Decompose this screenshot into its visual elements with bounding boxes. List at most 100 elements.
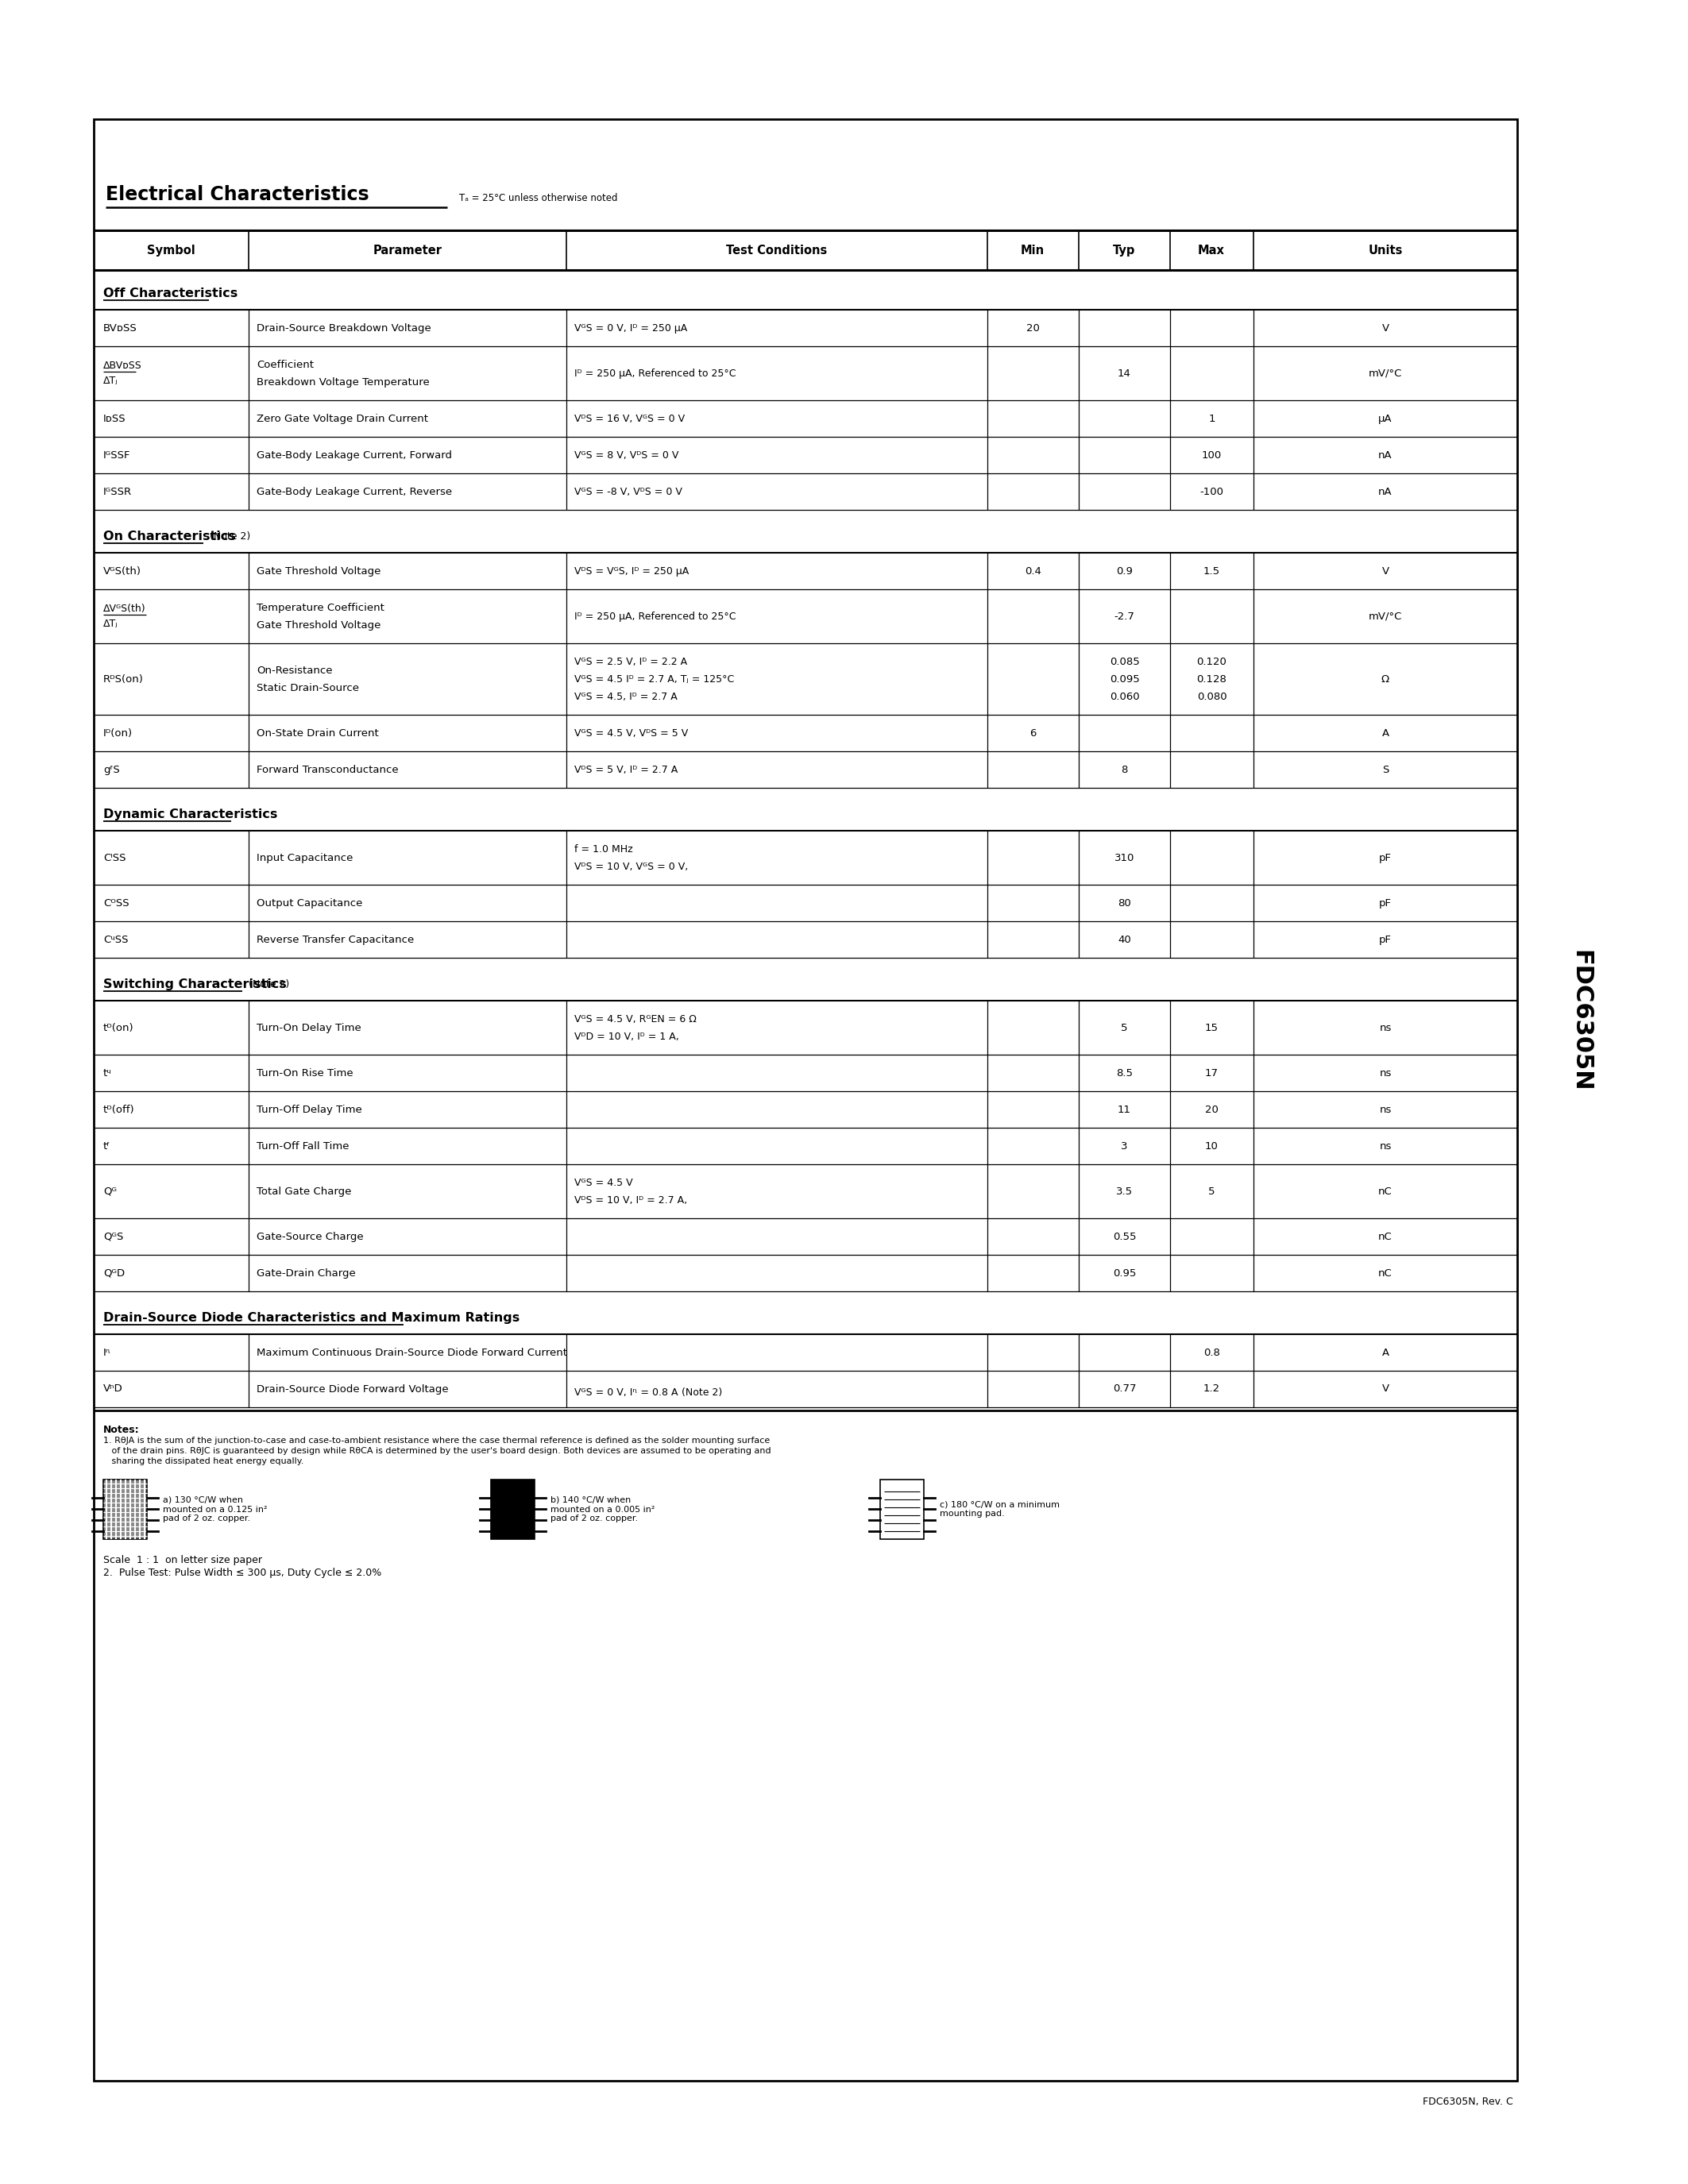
Text: ns: ns [1379,1068,1391,1079]
Text: Iᶯ: Iᶯ [103,1348,111,1358]
Text: 3.5: 3.5 [1116,1186,1133,1197]
Text: ΔVᴳS(th): ΔVᴳS(th) [103,603,145,614]
Text: pF: pF [1379,852,1391,863]
Text: Symbol: Symbol [147,245,194,256]
Text: ns: ns [1379,1140,1391,1151]
Text: IᴳSSR: IᴳSSR [103,487,132,496]
Text: Gate-Body Leakage Current, Forward: Gate-Body Leakage Current, Forward [257,450,452,461]
Text: 1.2: 1.2 [1204,1385,1220,1393]
Text: 14: 14 [1117,369,1131,378]
Text: Turn-On Rise Time: Turn-On Rise Time [257,1068,353,1079]
Text: VᴰD = 10 V, Iᴰ = 1 A,: VᴰD = 10 V, Iᴰ = 1 A, [574,1031,679,1042]
Text: gᶠS: gᶠS [103,764,120,775]
Text: 20: 20 [1205,1105,1219,1114]
Bar [95,120,1518,2081]
Text: 20: 20 [1026,323,1040,334]
Text: On Characteristics: On Characteristics [103,531,236,542]
Text: Notes:: Notes: [103,1424,140,1435]
Text: Dynamic Characteristics: Dynamic Characteristics [103,808,277,819]
Text: ΔTⱼ: ΔTⱼ [103,618,118,629]
Text: 1. RθJA is the sum of the junction-to-case and case-to-ambient resistance where : 1. RθJA is the sum of the junction-to-ca… [103,1437,770,1444]
Text: (Note 2): (Note 2) [248,978,289,989]
Text: VᴳS = 4.5, Iᴰ = 2.7 A: VᴳS = 4.5, Iᴰ = 2.7 A [574,692,677,701]
Text: ΔTⱼ: ΔTⱼ [103,376,118,387]
Text: V: V [1382,323,1389,334]
Text: c) 180 °C/W on a minimum
mounting pad.: c) 180 °C/W on a minimum mounting pad. [940,1500,1060,1518]
Text: 0.095: 0.095 [1109,675,1139,684]
Text: ns: ns [1379,1022,1391,1033]
Text: VᴰS = 10 V, VᴳS = 0 V,: VᴰS = 10 V, VᴳS = 0 V, [574,860,689,871]
Text: VᴰS = 5 V, Iᴰ = 2.7 A: VᴰS = 5 V, Iᴰ = 2.7 A [574,764,679,775]
Text: Breakdown Voltage Temperature: Breakdown Voltage Temperature [257,378,429,387]
Text: Static Drain-Source: Static Drain-Source [257,684,360,692]
Text: 0.060: 0.060 [1109,692,1139,701]
Text: Parameter: Parameter [373,245,442,256]
Text: QᴳD: QᴳD [103,1269,125,1278]
Text: of the drain pins. RθJC is guaranteed by design while RθCA is determined by the : of the drain pins. RθJC is guaranteed by… [103,1448,771,1455]
Text: 15: 15 [1205,1022,1219,1033]
Text: b) 140 °C/W when
mounted on a 0.005 in²
pad of 2 oz. copper.: b) 140 °C/W when mounted on a 0.005 in² … [550,1496,655,1522]
Text: μA: μA [1379,413,1393,424]
Text: VᶮD: VᶮD [103,1385,123,1393]
Text: S: S [1382,764,1389,775]
Text: Tₐ = 25°C unless otherwise noted: Tₐ = 25°C unless otherwise noted [459,192,618,203]
Text: Maximum Continuous Drain-Source Diode Forward Current: Maximum Continuous Drain-Source Diode Fo… [257,1348,567,1358]
Text: 5: 5 [1209,1186,1215,1197]
Text: IᴅSS: IᴅSS [103,413,127,424]
Text: -2.7: -2.7 [1114,612,1134,622]
Text: 8: 8 [1121,764,1128,775]
Text: 0.120: 0.120 [1197,657,1227,666]
Text: a) 130 °C/W when
mounted on a 0.125 in²
pad of 2 oz. copper.: a) 130 °C/W when mounted on a 0.125 in² … [162,1496,267,1522]
Text: 0.55: 0.55 [1112,1232,1136,1243]
Text: 8.5: 8.5 [1116,1068,1133,1079]
Text: 2.  Pulse Test: Pulse Width ≤ 300 μs, Duty Cycle ≤ 2.0%: 2. Pulse Test: Pulse Width ≤ 300 μs, Dut… [103,1568,381,1579]
Text: VᴰS = 16 V, VᴳS = 0 V: VᴰS = 16 V, VᴳS = 0 V [574,413,685,424]
Text: VᴰS = 10 V, Iᴰ = 2.7 A,: VᴰS = 10 V, Iᴰ = 2.7 A, [574,1195,687,1206]
Text: 0.9: 0.9 [1116,566,1133,577]
Text: Gate Threshold Voltage: Gate Threshold Voltage [257,566,381,577]
Text: VᴳS = 2.5 V, Iᴰ = 2.2 A: VᴳS = 2.5 V, Iᴰ = 2.2 A [574,657,687,666]
Text: ΔBVᴅSS: ΔBVᴅSS [103,360,142,371]
Text: Gate-Body Leakage Current, Reverse: Gate-Body Leakage Current, Reverse [257,487,452,496]
Text: QᴳS: QᴳS [103,1232,123,1243]
Text: mV/°C: mV/°C [1369,369,1403,378]
Text: Max: Max [1198,245,1225,256]
Text: nC: nC [1379,1269,1393,1278]
Text: VᴳS(th): VᴳS(th) [103,566,142,577]
Text: VᴳS = 0 V, Iᶯ = 0.8 A: VᴳS = 0 V, Iᶯ = 0.8 A [574,1387,679,1398]
Text: FDC6305N: FDC6305N [1570,950,1592,1092]
Text: -100: -100 [1200,487,1224,496]
Text: 17: 17 [1205,1068,1219,1079]
Text: tᴰ(off): tᴰ(off) [103,1105,135,1114]
Text: nC: nC [1379,1232,1393,1243]
Text: Temperature Coefficient: Temperature Coefficient [257,603,385,614]
Text: Off Characteristics: Off Characteristics [103,286,238,299]
Text: 0.77: 0.77 [1112,1385,1136,1393]
Text: Iᴰ = 250 μA, Referenced to 25°C: Iᴰ = 250 μA, Referenced to 25°C [574,369,736,378]
Text: Electrical Characteristics: Electrical Characteristics [106,186,370,203]
Text: 0.8: 0.8 [1204,1348,1220,1358]
Text: Turn-On Delay Time: Turn-On Delay Time [257,1022,361,1033]
Text: Units: Units [1367,245,1403,256]
Text: VᴳS = 8 V, VᴰS = 0 V: VᴳS = 8 V, VᴰS = 0 V [574,450,679,461]
Text: sharing the dissipated heat energy equally.: sharing the dissipated heat energy equal… [103,1457,304,1465]
Text: VᴳS = 4.5 V: VᴳS = 4.5 V [574,1177,633,1188]
Text: 80: 80 [1117,898,1131,909]
Text: On-Resistance: On-Resistance [257,666,333,675]
Text: VᴳS = 4.5 Iᴰ = 2.7 A, Tⱼ = 125°C: VᴳS = 4.5 Iᴰ = 2.7 A, Tⱼ = 125°C [574,675,734,684]
Text: Coefficient: Coefficient [257,360,314,369]
Text: CᴼSS: CᴼSS [103,898,130,909]
Text: f = 1.0 MHz: f = 1.0 MHz [574,843,633,854]
Text: 5: 5 [1121,1022,1128,1033]
Text: Drain-Source Diode Forward Voltage: Drain-Source Diode Forward Voltage [257,1385,449,1393]
Text: Drain-Source Breakdown Voltage: Drain-Source Breakdown Voltage [257,323,430,334]
Text: nA: nA [1379,450,1393,461]
Text: Test Conditions: Test Conditions [726,245,827,256]
Text: Turn-Off Fall Time: Turn-Off Fall Time [257,1140,349,1151]
Text: pF: pF [1379,935,1391,946]
Text: V: V [1382,566,1389,577]
Text: CᴵSS: CᴵSS [103,852,127,863]
Text: 3: 3 [1121,1140,1128,1151]
Text: pF: pF [1379,898,1391,909]
Text: 0.95: 0.95 [1112,1269,1136,1278]
